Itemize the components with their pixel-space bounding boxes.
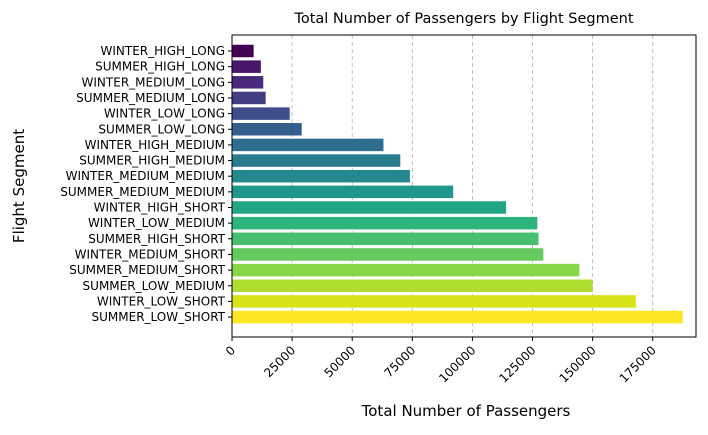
y-axis-label: Flight Segment [10,129,28,243]
y-tick-label: SUMMER_MEDIUM_SHORT [69,263,225,277]
y-tick-label: SUMMER_LOW_LONG [98,122,225,136]
y-tick-label: WINTER_HIGH_SHORT [94,201,226,215]
x-tick-label: 125000 [496,343,538,385]
bar [232,107,290,120]
y-tick-label: SUMMER_HIGH_SHORT [88,232,225,246]
bar [232,201,507,214]
y-tick-label: WINTER_LOW_SHORT [97,294,226,308]
bars [232,44,683,324]
y-tick-label: SUMMER_LOW_MEDIUM [83,279,225,293]
y-tick-label: SUMMER_MEDIUM_MEDIUM [60,185,225,199]
plot-frame [231,34,697,338]
x-ticks: 0 25000 50000 75000 100000 125000 150000 175000 [223,337,659,386]
x-tick-label: 100000 [436,343,478,385]
bar [232,60,261,73]
y-tick-label: WINTER_MEDIUM_SHORT [75,247,226,261]
y-tick-label: WINTER_LOW_MEDIUM [88,216,225,230]
x-tick-label: 150000 [556,343,598,385]
bar [232,138,384,152]
y-tick-label: WINTER_HIGH_LONG [101,44,226,58]
x-tick-label: 0 [223,343,238,358]
bar [232,123,302,136]
x-axis-label: Total Number of Passengers [361,402,571,420]
y-tick-label: WINTER_MEDIUM_LONG [82,75,225,89]
bar [232,216,538,230]
bar [232,91,266,105]
bar [232,279,593,292]
bar [232,185,454,199]
bar [232,263,580,277]
bar [232,232,539,246]
bar [232,44,254,58]
y-tick-label: WINTER_LOW_LONG [104,107,225,121]
y-tick-label: SUMMER_LOW_SHORT [92,310,226,324]
bar [232,76,264,89]
y-ticks: WINTER_HIGH_LONGSUMMER_HIGH_LONGWINTER_M… [60,44,232,324]
bar [232,310,683,324]
y-tick-label: WINTER_MEDIUM_MEDIUM [66,169,225,183]
x-tick-label: 75000 [382,343,419,380]
x-tick-label: 25000 [261,343,298,380]
y-tick-label: SUMMER_MEDIUM_LONG [76,91,225,105]
y-tick-label: SUMMER_HIGH_LONG [95,60,225,74]
chart-title: Total Number of Passengers by Flight Seg… [293,11,633,27]
bar [232,248,544,261]
y-tick-label: SUMMER_HIGH_MEDIUM [79,154,225,168]
bar [232,154,401,167]
bar [232,295,636,308]
y-tick-label: WINTER_HIGH_MEDIUM [85,138,225,152]
x-tick-label: 50000 [321,343,358,380]
x-tick-label: 175000 [617,343,659,385]
bar [232,169,410,183]
